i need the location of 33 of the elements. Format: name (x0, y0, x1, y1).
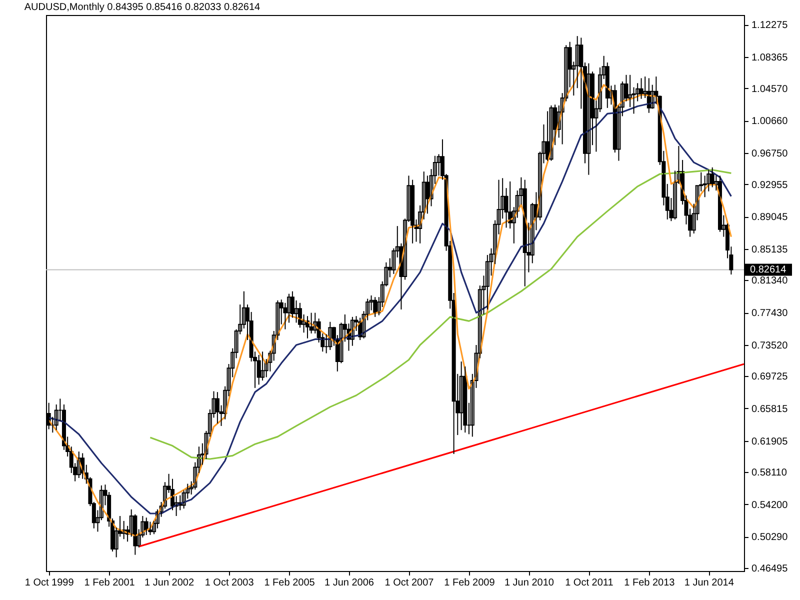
y-tick-label: 0.58110 (752, 468, 788, 479)
y-tick-label: 1.04570 (752, 84, 788, 95)
y-tick-label: 0.73520 (752, 340, 788, 352)
x-tick-label: 1 Jun 2014 (684, 578, 734, 588)
y-tick-label: 0.92955 (752, 180, 788, 191)
x-tick-label: 1 Oct 2003 (204, 578, 254, 588)
chart-title: AUDUSD,Monthly 0.84395 0.85416 0.82033 0.82614 (24, 2, 261, 13)
y-tick-label: 0.77430 (752, 308, 788, 320)
x-tick-label: 1 Feb 2013 (624, 578, 676, 588)
y-tick-label: 0.85135 (752, 244, 788, 256)
x-tick-label: 1 Oct 1999 (24, 578, 74, 588)
y-tick-label: 1.00660 (752, 116, 788, 128)
y-tick-label: 1.12275 (752, 20, 788, 32)
y-tick-label: 0.89045 (752, 212, 788, 224)
y-tick-label: 0.65815 (752, 404, 788, 415)
y-tick-label: 0.46495 (752, 564, 788, 575)
y-tick-label: 0.50290 (752, 532, 788, 544)
x-tick-label: 1 Feb 2001 (84, 578, 136, 588)
x-tick-label: 1 Feb 2005 (264, 578, 316, 588)
x-tick-label: 1 Jun 2006 (324, 578, 374, 588)
x-tick-label: 1 Jun 2010 (504, 578, 554, 588)
x-tick-label: 1 Jun 2002 (144, 578, 194, 588)
x-tick-label: 1 Feb 2009 (444, 578, 496, 588)
y-tick-label: 0.81340 (752, 276, 788, 287)
y-tick-label: 0.96750 (752, 148, 788, 160)
x-tick-label: 1 Oct 2011 (565, 578, 614, 588)
y-tick-label: 0.61905 (752, 436, 788, 448)
ref-line-label: 0.82614 (750, 264, 787, 276)
y-tick-label: 0.54200 (752, 500, 788, 511)
line-series (149, 169, 732, 460)
y-tick-label: 0.69725 (752, 372, 788, 383)
y-tick-label: 1.08365 (752, 52, 788, 64)
x-tick-label: 1 Oct 2007 (384, 578, 434, 588)
